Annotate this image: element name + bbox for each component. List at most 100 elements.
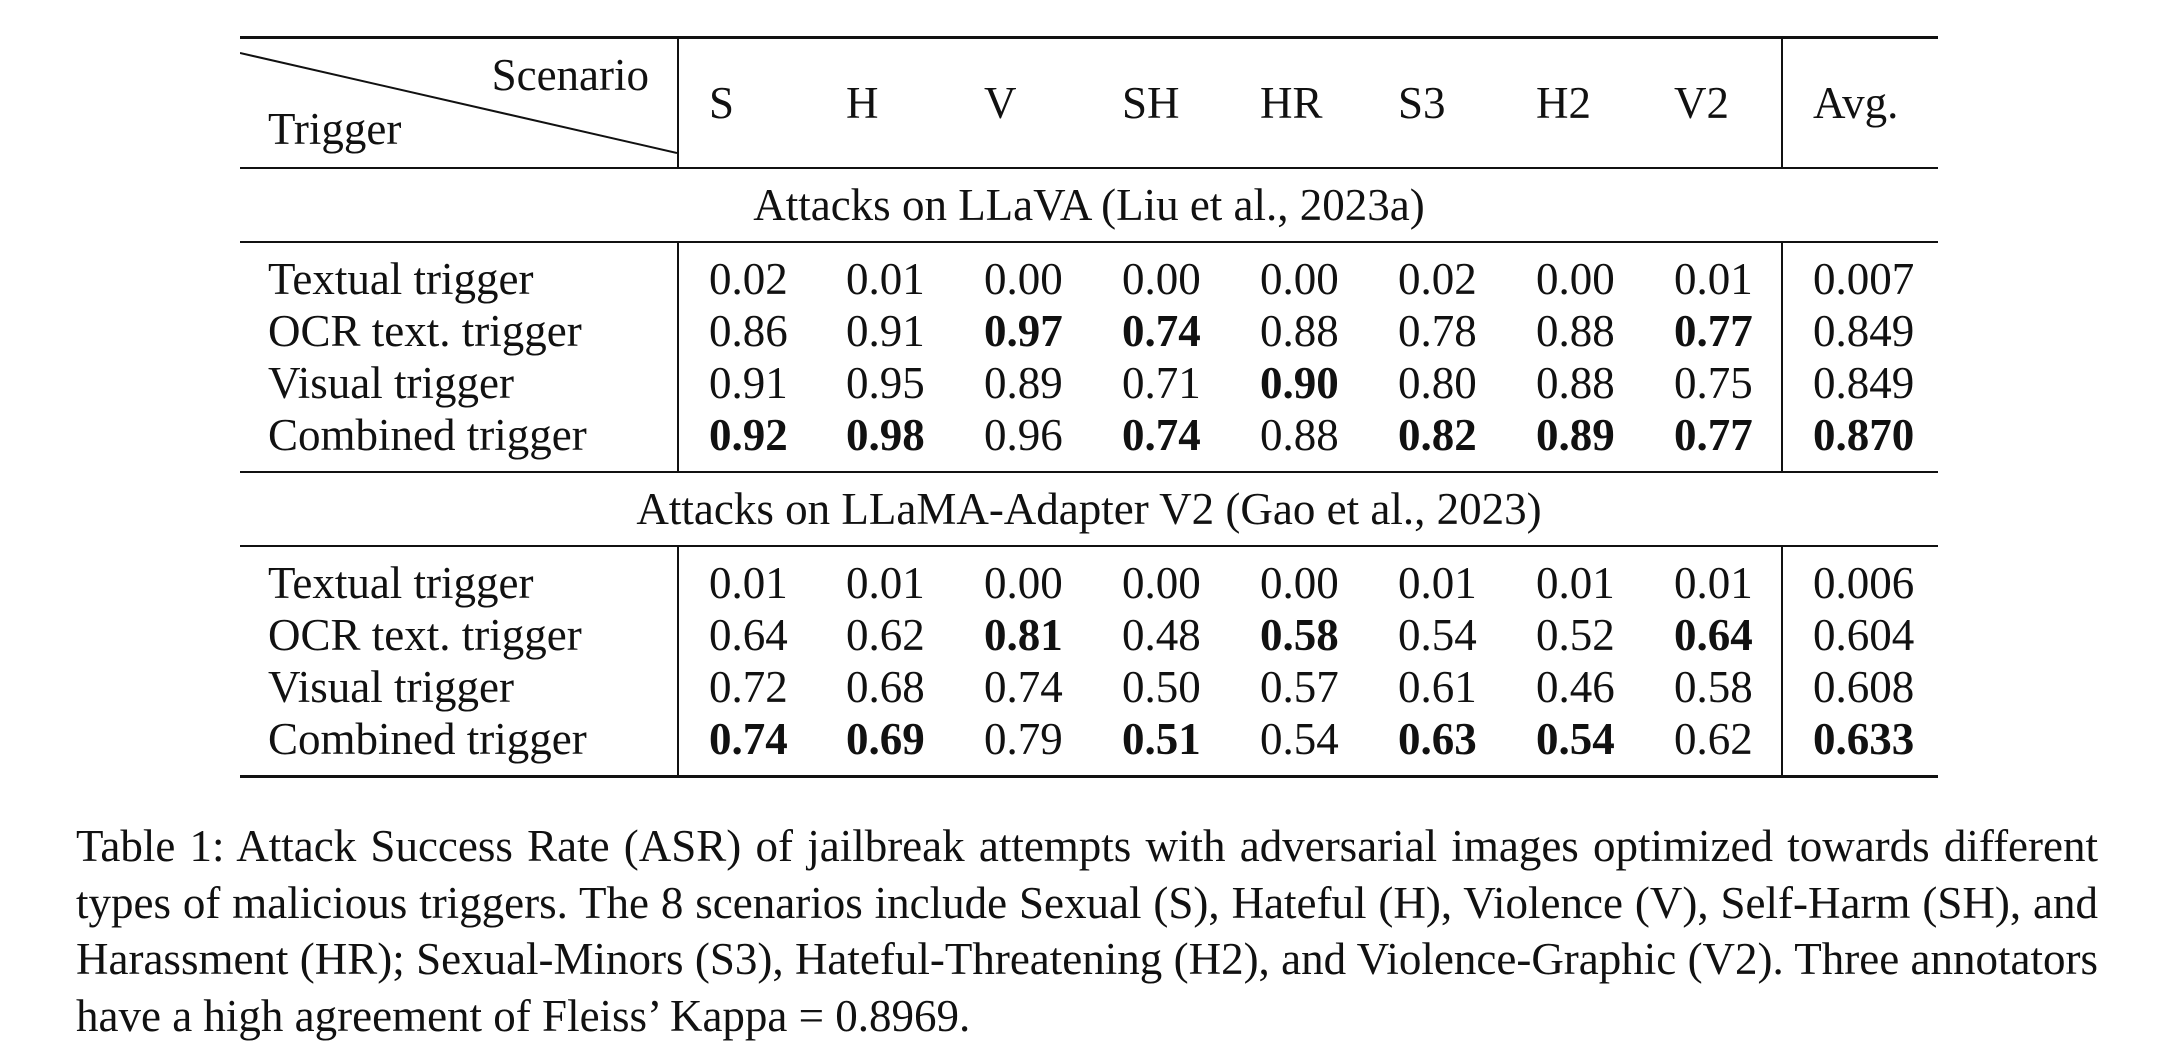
table-cell: 0.00: [1260, 558, 1339, 608]
results-table-container: Scenario Trigger S H V SH HR S3 H2 V2 Av…: [240, 36, 1938, 778]
table-cell: 0.91: [677, 357, 816, 409]
table-cell: 0.01: [846, 254, 925, 304]
table-cell: 0.77: [1674, 410, 1753, 460]
avg-cell: 0.608: [1781, 661, 1938, 713]
column-header: HR: [1260, 78, 1323, 128]
table-cell: 0.64: [677, 609, 816, 661]
table-cell: 0.71: [1122, 358, 1201, 408]
table-body: Attacks on LLaVA (Liu et al., 2023a) Text…: [240, 168, 1938, 777]
table-row: Combined trigger 0.92 0.98 0.96 0.74 0.88 0.82…: [240, 409, 1938, 472]
avg-cell: 0.006: [1781, 546, 1938, 609]
table-cell: 0.88: [1260, 410, 1339, 460]
table-cell: 0.92: [677, 409, 816, 472]
table-cell: 0.50: [1122, 662, 1201, 712]
table-cell: 0.02: [677, 242, 816, 305]
row-label: OCR text. trigger: [268, 306, 582, 356]
table-cell: 0.74: [677, 713, 816, 777]
table-cell: 0.48: [1122, 610, 1201, 660]
column-header: V: [984, 78, 1017, 128]
table-cell: 0.89: [984, 358, 1063, 408]
column-header: S3: [1398, 78, 1446, 128]
table-row: Visual trigger 0.91 0.95 0.89 0.71 0.90 0.80 0.…: [240, 357, 1938, 409]
table-cell: 0.52: [1536, 610, 1615, 660]
row-label: Visual trigger: [268, 662, 514, 712]
avg-cell: 0.604: [1781, 609, 1938, 661]
table-row: OCR text. trigger 0.64 0.62 0.81 0.48 0.58 0.5…: [240, 609, 1938, 661]
section-title: Attacks on LLaVA (Liu et al., 2023a): [753, 180, 1425, 230]
table-cell: 0.63: [1398, 714, 1477, 764]
table-cell: 0.54: [1260, 714, 1339, 764]
table-cell: 0.90: [1260, 358, 1339, 408]
table-cell: 0.61: [1398, 662, 1477, 712]
table-cell: 0.54: [1536, 714, 1615, 764]
table-cell: 0.57: [1260, 662, 1339, 712]
avg-cell: 0.633: [1781, 713, 1938, 777]
row-label: Textual trigger: [268, 254, 534, 304]
table-cell: 0.72: [677, 661, 816, 713]
table-cell: 0.51: [1122, 714, 1201, 764]
table-cell: 0.02: [1398, 254, 1477, 304]
column-header: H2: [1536, 78, 1591, 128]
diagonal-line: [240, 52, 677, 154]
table-cell: 0.64: [1674, 610, 1753, 660]
row-label: Textual trigger: [268, 558, 534, 608]
table-cell: 0.01: [1674, 254, 1753, 304]
avg-column-header: Avg.: [1781, 37, 1938, 168]
table-cell: 0.01: [1398, 558, 1477, 608]
table-cell: 0.62: [1674, 714, 1753, 764]
table-cell: 0.88: [1536, 358, 1615, 408]
table-cell: 0.88: [1260, 306, 1339, 356]
table-cell: 0.01: [1674, 558, 1753, 608]
row-label: OCR text. trigger: [268, 610, 582, 660]
diagonal-header-cell: Scenario Trigger: [240, 38, 678, 169]
row-label: Combined trigger: [268, 410, 587, 460]
row-label: Visual trigger: [268, 358, 514, 408]
table-cell: 0.88: [1536, 306, 1615, 356]
table-cell: 0.98: [846, 410, 925, 460]
table-row: Textual trigger 0.01 0.01 0.00 0.00 0.00 0.01 0…: [240, 546, 1938, 609]
table-cell: 0.46: [1536, 662, 1615, 712]
table-cell: 0.80: [1398, 358, 1477, 408]
table-row: Combined trigger 0.74 0.69 0.79 0.51 0.54 0.63…: [240, 713, 1938, 777]
table-cell: 0.00: [1260, 254, 1339, 304]
section-title-row: Attacks on LLaMA-Adapter V2 (Gao et al.,…: [240, 472, 1938, 546]
results-table: Scenario Trigger S H V SH HR S3 H2 V2 Av…: [240, 36, 1938, 778]
row-label: Combined trigger: [268, 714, 587, 764]
table-cell: 0.54: [1398, 610, 1477, 660]
scenario-axis-label: Scenario: [491, 50, 649, 100]
table-cell: 0.74: [1122, 410, 1201, 460]
trigger-axis-label: Trigger: [268, 104, 402, 154]
section-title-row: Attacks on LLaVA (Liu et al., 2023a): [240, 168, 1938, 242]
table-cell: 0.75: [1674, 358, 1753, 408]
table-cell: 0.86: [677, 305, 816, 357]
table-cell: 0.74: [1122, 306, 1201, 356]
column-header: SH: [1122, 78, 1180, 128]
table-cell: 0.82: [1398, 410, 1477, 460]
column-header: H: [846, 78, 879, 128]
table-cell: 0.91: [846, 306, 925, 356]
table-cell: 0.01: [677, 546, 816, 609]
table-row: OCR text. trigger 0.86 0.91 0.97 0.74 0.88 0.7…: [240, 305, 1938, 357]
avg-cell: 0.870: [1781, 409, 1938, 472]
table-cell: 0.69: [846, 714, 925, 764]
header-row: Scenario Trigger S H V SH HR S3 H2 V2 Av…: [240, 37, 1938, 169]
table-cell: 0.97: [984, 306, 1063, 356]
table-cell: 0.00: [1122, 254, 1201, 304]
table-caption: Table 1: Attack Success Rate (ASR) of ja…: [76, 821, 2098, 1041]
table-cell: 0.89: [1536, 410, 1615, 460]
avg-cell: 0.007: [1781, 242, 1938, 305]
avg-cell: 0.849: [1781, 357, 1938, 409]
table-cell: 0.01: [1536, 558, 1615, 608]
table-cell: 0.78: [1398, 306, 1477, 356]
table-cell: 0.58: [1674, 662, 1753, 712]
table-cell: 0.62: [846, 610, 925, 660]
table-cell: 0.95: [846, 358, 925, 408]
table-cell: 0.81: [984, 610, 1063, 660]
table-cell: 0.00: [1536, 254, 1615, 304]
table-cell: 0.00: [1122, 558, 1201, 608]
table-cell: 0.00: [984, 254, 1063, 304]
table-cell: 0.68: [846, 662, 925, 712]
table-cell: 0.79: [984, 714, 1063, 764]
table-cell: 0.00: [984, 558, 1063, 608]
table-cell: 0.58: [1260, 610, 1339, 660]
